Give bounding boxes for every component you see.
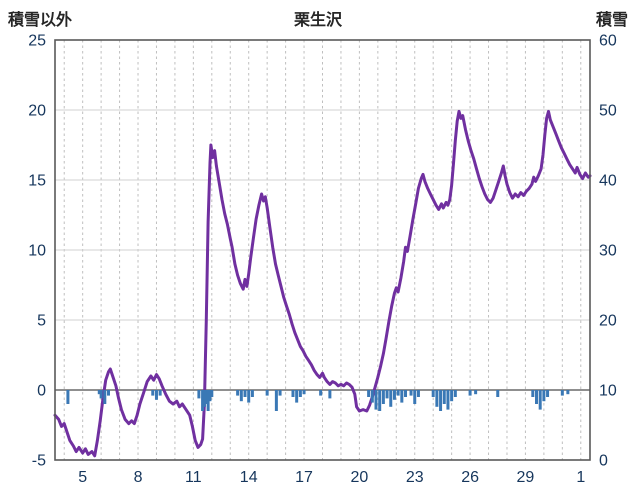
precip-bar <box>239 390 243 402</box>
tick-label: 10 <box>599 383 617 400</box>
precip-bar <box>206 390 210 411</box>
precip-bar <box>243 390 247 397</box>
precip-bar <box>370 390 374 403</box>
tick-label: 17 <box>295 469 313 486</box>
precip-bar <box>103 390 107 404</box>
precip-bar <box>400 390 404 403</box>
precip-bar <box>374 390 378 410</box>
precip-bar <box>560 390 564 396</box>
precip-bar <box>378 390 382 411</box>
precip-bar <box>208 390 212 402</box>
precip-bar <box>435 390 439 407</box>
precip-bar <box>546 390 550 397</box>
precip-bar <box>154 390 158 400</box>
tick-label: 23 <box>406 469 424 486</box>
precip-bar <box>381 390 385 404</box>
tick-label: 29 <box>517 469 535 486</box>
right-axis-title: 積雪 <box>595 12 628 29</box>
precip-bar <box>535 390 538 404</box>
tick-label: 0 <box>37 383 46 400</box>
precip-bar <box>474 390 478 395</box>
tick-label: 60 <box>599 33 617 50</box>
precip-bar <box>66 390 70 404</box>
precip-bar <box>197 390 201 399</box>
precip-bar <box>453 390 457 397</box>
tick-label: 10 <box>28 243 46 260</box>
precip-bar <box>210 390 214 397</box>
tick-label: 20 <box>599 313 617 330</box>
precip-bar <box>404 390 408 397</box>
tick-label: 40 <box>599 173 617 190</box>
tick-label: 20 <box>350 469 368 486</box>
precip-bar <box>247 390 251 403</box>
precip-bar <box>409 390 413 396</box>
precip-bar <box>468 390 472 396</box>
precip-bar <box>204 390 208 404</box>
tick-label: 26 <box>461 469 479 486</box>
precip-bar <box>385 390 389 399</box>
tick-label: 1 <box>576 469 585 486</box>
precip-bar <box>99 390 103 399</box>
precip-bar <box>450 390 454 402</box>
chart-title: 栗生沢 <box>293 12 342 29</box>
precip-bar <box>291 390 295 397</box>
precip-bar <box>295 390 299 403</box>
tick-label: 25 <box>28 33 46 50</box>
precip-bar <box>496 390 500 397</box>
tick-label: 0 <box>599 453 608 470</box>
plot-frame <box>54 39 591 461</box>
precip-bar <box>439 390 443 411</box>
tick-label: 20 <box>28 103 46 120</box>
precip-bar <box>201 390 205 411</box>
tick-label: 50 <box>599 103 617 120</box>
precip-bar <box>531 390 535 397</box>
precip-bar <box>367 390 371 397</box>
precip-bar <box>274 390 278 411</box>
tick-label: 30 <box>599 243 617 260</box>
precip-bar <box>236 390 240 396</box>
precip-bar <box>566 390 570 395</box>
tick-label: 14 <box>240 469 258 486</box>
precip-bar <box>416 390 420 397</box>
precip-bar <box>431 390 435 397</box>
precip-bar <box>298 390 302 397</box>
precip-bar <box>389 390 393 407</box>
precip-bar <box>97 390 101 395</box>
precipitation-bars <box>66 390 570 411</box>
precip-bar <box>158 390 162 396</box>
precip-bar <box>265 390 269 396</box>
precip-bar <box>278 390 282 396</box>
precip-bar <box>542 390 546 402</box>
precip-bar <box>202 390 206 407</box>
tick-label: 8 <box>134 469 143 486</box>
precip-bar <box>319 390 323 396</box>
precip-bar <box>250 390 254 397</box>
left-axis-title: 積雪以外 <box>8 12 73 29</box>
snow-depth-line <box>53 109 592 458</box>
tick-label: 15 <box>28 173 46 190</box>
precip-bar <box>538 390 542 410</box>
precip-bar <box>328 390 332 399</box>
tick-label: 5 <box>37 313 46 330</box>
precip-bar <box>392 390 396 400</box>
tick-label: 11 <box>185 469 202 486</box>
precip-bar <box>413 390 417 404</box>
precip-bar <box>442 390 446 404</box>
precip-bar <box>396 390 400 396</box>
precip-bar <box>446 390 450 410</box>
precip-bar <box>151 390 155 396</box>
precip-bar <box>302 390 306 395</box>
tick-label: 5 <box>78 469 87 486</box>
tick-label: -5 <box>32 453 46 470</box>
precip-bar <box>107 390 110 396</box>
